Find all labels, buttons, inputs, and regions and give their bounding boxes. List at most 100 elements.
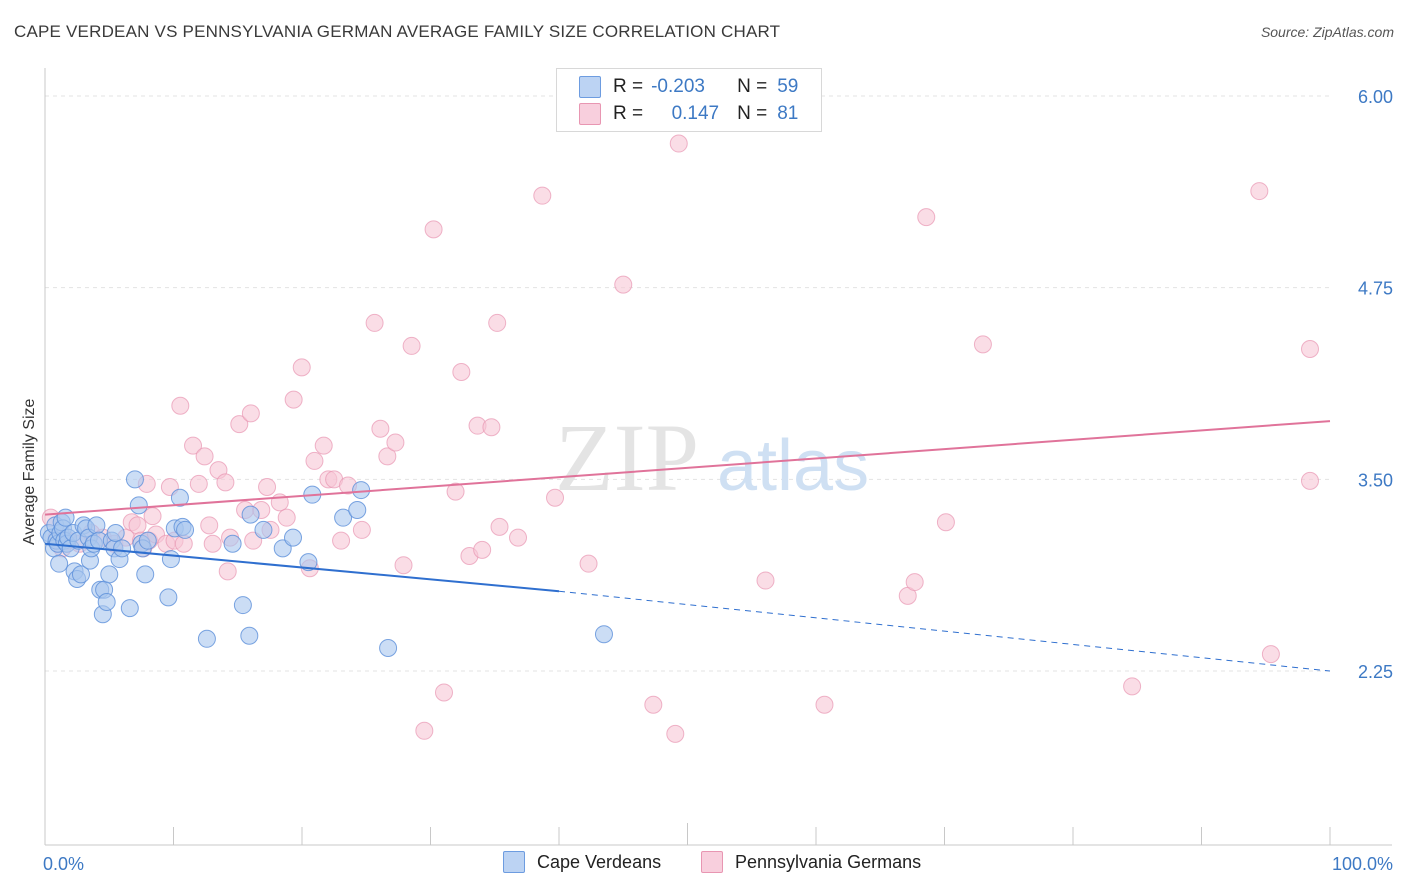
data-point-pennsylvania-germans	[314, 436, 333, 455]
data-point-cape-verdeans	[594, 625, 613, 644]
data-point-pennsylvania-germans	[666, 724, 685, 743]
data-point-cape-verdeans	[159, 588, 178, 607]
data-point-pennsylvania-germans	[386, 433, 405, 452]
data-point-pennsylvania-germans	[644, 695, 663, 714]
data-point-pennsylvania-germans	[579, 554, 598, 573]
data-point-pennsylvania-germans	[258, 478, 277, 496]
data-point-pennsylvania-germans	[1301, 340, 1319, 358]
data-point-pennsylvania-germans	[230, 415, 249, 434]
data-point-cape-verdeans	[170, 488, 189, 507]
data-point-cape-verdeans	[334, 508, 353, 527]
trend-lines	[44, 420, 1331, 672]
data-point-pennsylvania-germans	[434, 683, 453, 702]
series-cape-verdeans	[39, 470, 613, 657]
data-point-cape-verdeans	[125, 470, 144, 489]
bottom-legend-cape-verdeans: Cape Verdeans	[503, 851, 661, 873]
trend-line-cape-verdeans-extrapolated	[558, 590, 1331, 672]
data-point-pennsylvania-germans	[218, 562, 237, 581]
tick-labels: 2.25 3.50 4.75 6.00 0.0% 100.0%	[43, 87, 1393, 874]
legend-r-label: R =	[613, 103, 644, 124]
legend-swatch-blue	[579, 76, 601, 98]
y-axis-title: Average Family Size	[21, 398, 38, 545]
legend-r-label: R =	[613, 76, 644, 97]
legend-n-value: 59	[777, 76, 799, 97]
legend-n-label: N =	[737, 76, 768, 97]
data-point-pennsylvania-germans	[305, 451, 324, 470]
data-point-cape-verdeans	[240, 626, 259, 645]
data-point-pennsylvania-germans	[415, 721, 434, 740]
data-point-pennsylvania-germans	[1261, 645, 1280, 664]
legend-r-value: 0.147	[671, 103, 720, 124]
data-point-cape-verdeans	[379, 639, 398, 657]
data-point-pennsylvania-germans	[488, 313, 507, 332]
data-point-pennsylvania-germans	[614, 275, 633, 294]
data-point-pennsylvania-germans	[973, 335, 992, 354]
data-point-pennsylvania-germans	[371, 419, 390, 438]
data-point-pennsylvania-germans	[128, 516, 147, 535]
data-point-cape-verdeans	[161, 550, 180, 569]
data-point-cape-verdeans	[138, 531, 157, 550]
data-point-pennsylvania-germans	[195, 447, 214, 466]
data-point-cape-verdeans	[233, 596, 252, 615]
data-point-pennsylvania-germans	[402, 336, 421, 355]
data-point-cape-verdeans	[106, 524, 125, 542]
gridlines	[45, 95, 1330, 672]
bottom-legend-label: Cape Verdeans	[537, 851, 662, 872]
trend-line-cape-verdeans	[44, 542, 560, 593]
data-point-pennsylvania-germans	[546, 488, 565, 507]
data-point-pennsylvania-germans	[394, 556, 413, 575]
data-point-pennsylvania-germans	[509, 528, 528, 547]
data-point-cape-verdeans	[241, 505, 260, 524]
data-point-pennsylvania-germans	[365, 313, 384, 332]
source-label: Source: ZipAtlas.com	[1260, 24, 1394, 40]
legend-swatch-pink	[579, 103, 601, 125]
data-point-cape-verdeans	[197, 629, 216, 648]
y-tick-label: 4.75	[1358, 279, 1393, 299]
watermark: ZIP atlas	[555, 404, 869, 511]
data-point-cape-verdeans	[254, 520, 273, 539]
legend-box: R = -0.203 N = 59 R = 0.147 N = 81	[556, 68, 822, 132]
data-point-pennsylvania-germans	[284, 390, 303, 409]
data-point-pennsylvania-germans	[277, 508, 296, 527]
legend-row-cape-verdeans: R = -0.203 N = 59	[579, 75, 798, 99]
bottom-legend-label: Pennsylvania Germans	[735, 851, 922, 872]
data-point-pennsylvania-germans	[756, 571, 775, 590]
data-point-cape-verdeans	[120, 599, 139, 618]
y-tick-label: 3.50	[1358, 470, 1393, 490]
data-point-pennsylvania-germans	[352, 520, 371, 539]
data-point-pennsylvania-germans	[905, 573, 924, 592]
data-point-cape-verdeans	[299, 553, 318, 572]
x-tick-label: 100.0%	[1332, 854, 1393, 874]
data-point-cape-verdeans	[100, 565, 119, 584]
data-point-pennsylvania-germans	[184, 436, 203, 455]
legend-row-pennsylvania-germans: R = 0.147 N = 81	[579, 102, 798, 126]
data-point-cape-verdeans	[71, 565, 90, 584]
chart-title: CAPE VERDEAN VS PENNSYLVANIA GERMAN AVER…	[14, 22, 781, 41]
data-point-pennsylvania-germans	[1301, 471, 1319, 490]
data-point-pennsylvania-germans	[446, 482, 465, 501]
data-point-cape-verdeans	[97, 593, 116, 611]
data-point-pennsylvania-germans	[200, 516, 219, 535]
data-point-pennsylvania-germans	[452, 363, 471, 381]
data-point-pennsylvania-germans	[378, 447, 397, 466]
watermark-zip: ZIP	[555, 404, 699, 511]
data-point-cape-verdeans	[113, 539, 132, 558]
data-point-pennsylvania-germans	[1123, 677, 1142, 696]
data-point-pennsylvania-germans	[143, 507, 162, 526]
data-point-pennsylvania-germans	[490, 517, 509, 536]
data-point-pennsylvania-germans	[533, 186, 552, 205]
data-point-pennsylvania-germans	[1250, 182, 1269, 201]
data-point-cape-verdeans	[176, 520, 195, 539]
data-point-pennsylvania-germans	[936, 513, 955, 532]
data-point-pennsylvania-germans	[332, 531, 351, 550]
watermark-atlas: atlas	[717, 426, 869, 506]
data-point-pennsylvania-germans	[424, 220, 443, 239]
data-point-pennsylvania-germans	[482, 418, 501, 437]
data-point-pennsylvania-germans	[473, 540, 492, 559]
x-tick-label: 0.0%	[43, 854, 84, 874]
data-point-pennsylvania-germans	[203, 534, 222, 553]
data-point-pennsylvania-germans	[917, 208, 936, 227]
data-point-pennsylvania-germans	[216, 473, 235, 492]
legend-n-value: 81	[777, 103, 799, 124]
data-point-pennsylvania-germans	[292, 358, 311, 377]
